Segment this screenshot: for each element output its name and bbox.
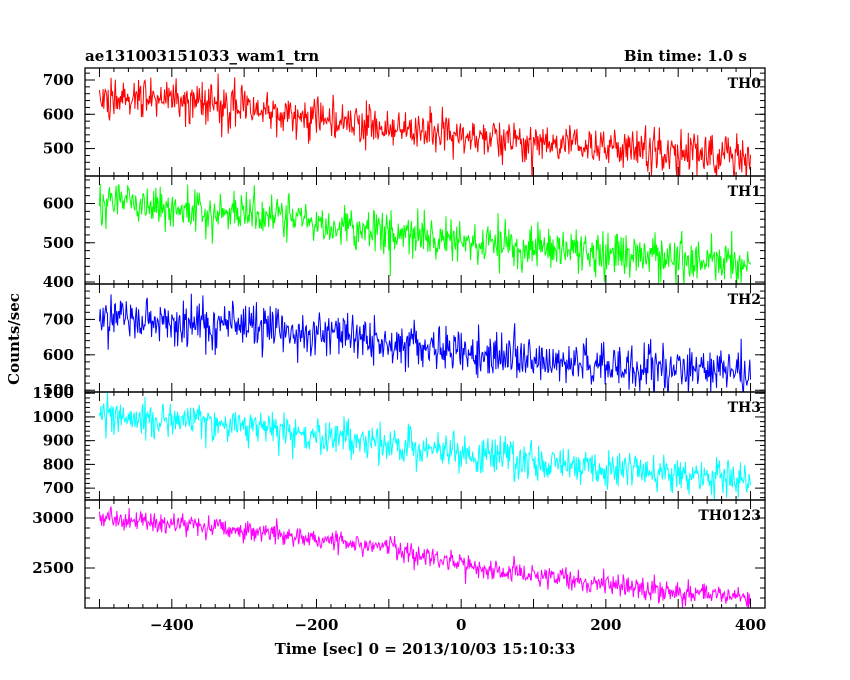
panel-label: TH0123 <box>698 508 761 524</box>
x-tick-label: 400 <box>735 616 766 634</box>
y-tick-label: 1100 <box>32 384 74 402</box>
y-tick-label: 400 <box>43 273 74 291</box>
panel-label: TH1 <box>728 184 761 200</box>
panel-frame <box>84 499 766 609</box>
y-tick-label: 700 <box>43 310 74 328</box>
y-tick-label: 500 <box>43 140 74 158</box>
chart-title: ae131003151033_wam1_trn <box>85 47 319 65</box>
series-line-th3 <box>98 392 752 500</box>
panel-th2: 500 600 700 TH2 <box>43 283 766 399</box>
series-line-th0123 <box>98 506 752 608</box>
panel-label: TH3 <box>728 400 761 416</box>
series-line-th0 <box>98 73 752 176</box>
y-axis-label: Counts/sec <box>5 293 23 385</box>
series-line-th2 <box>98 293 752 392</box>
panel-label: TH0 <box>728 76 762 92</box>
y-tick-label: 600 <box>43 105 74 123</box>
panel-th1: 400 500 600 TH1 <box>43 175 766 291</box>
x-tick-label: 0 <box>456 616 466 634</box>
y-tick-label: 3000 <box>32 509 74 527</box>
y-tick-label: 600 <box>43 194 74 212</box>
y-tick-label: 1000 <box>32 408 74 426</box>
x-axis-label: Time [sec] 0 = 2013/10/03 15:10:33 <box>275 640 576 658</box>
y-tick-label: 900 <box>43 432 74 450</box>
series-line-th1 <box>98 184 751 284</box>
bin-time-label: Bin time: 1.0 s <box>624 47 747 65</box>
panel-th0: 500 600 700 TH0 <box>43 67 766 177</box>
y-tick-label: 600 <box>43 346 74 364</box>
y-tick-label: 500 <box>43 234 74 252</box>
y-tick-label: 2500 <box>32 559 74 577</box>
panel-label: TH2 <box>728 292 761 308</box>
x-tick-label: −200 <box>295 616 339 634</box>
panel-th0123: 2500 3000 TH0123 <box>32 499 766 609</box>
y-tick-label: 700 <box>43 71 74 89</box>
y-tick-label: 500 <box>43 381 74 399</box>
x-tick-label: −400 <box>150 616 194 634</box>
x-tick-label: 200 <box>590 616 621 634</box>
panel-th3: 700 800 900 1000 1100 TH3 <box>32 384 766 501</box>
y-tick-label: 800 <box>43 455 74 473</box>
panel-frame <box>84 391 766 501</box>
y-tick-label: 700 <box>43 479 74 497</box>
